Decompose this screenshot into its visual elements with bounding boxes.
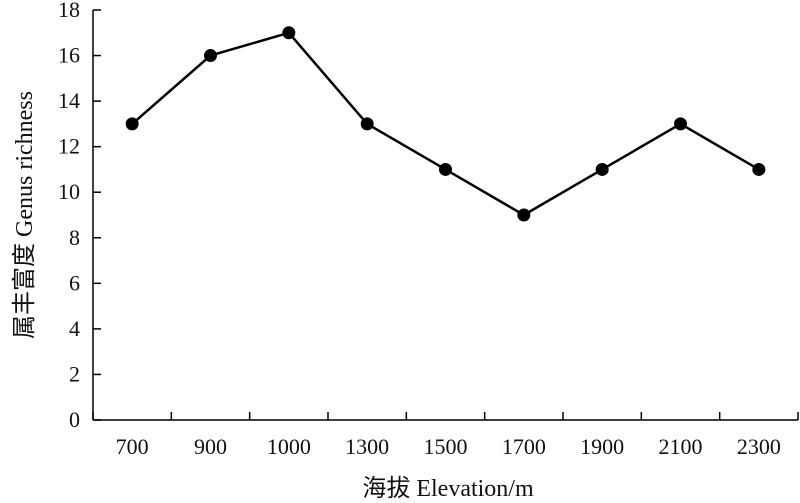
data-point (674, 117, 687, 131)
y-tick-label: 6 (69, 270, 80, 295)
data-point (204, 49, 217, 63)
y-tick-label: 18 (58, 0, 80, 22)
x-tick-label: 1000 (267, 434, 311, 459)
data-point (752, 162, 766, 176)
y-tick-label: 14 (58, 88, 80, 113)
x-tick-label: 1500 (424, 434, 468, 459)
x-tick-label: 1300 (345, 434, 389, 459)
data-point (595, 162, 609, 176)
x-axis-title: 海拔 Elevation/m (362, 475, 534, 502)
data-point (439, 162, 452, 176)
x-tick-label: 2100 (659, 434, 703, 459)
y-tick-label: 8 (69, 225, 80, 250)
axes (92, 10, 798, 421)
x-tick-label: 1700 (502, 434, 546, 459)
data-point (360, 117, 374, 131)
y-tick-label: 2 (69, 361, 80, 386)
x-tick-label: 700 (116, 434, 149, 459)
y-tick-label: 10 (58, 179, 80, 204)
data-point (125, 117, 139, 131)
series-line (131, 31, 760, 217)
series-group (125, 26, 766, 222)
x-axis-ticks: 700 900 1000 1300 1500 1700 1900 2100 2300 (92, 412, 799, 459)
y-tick-label: 0 (69, 407, 80, 432)
data-point (282, 26, 296, 40)
x-tick-label: 900 (194, 434, 227, 459)
y-axis-ticks: 0 2 4 6 8 10 12 14 16 18 (58, 0, 101, 432)
x-tick-label: 1900 (580, 434, 624, 459)
data-point (517, 208, 531, 222)
y-tick-label: 12 (58, 134, 80, 159)
y-tick-label: 4 (69, 316, 80, 341)
x-tick-label: 2300 (737, 434, 781, 459)
y-axis-title: 属丰富度 Genus richness (11, 91, 38, 339)
y-tick-label: 16 (58, 43, 80, 68)
